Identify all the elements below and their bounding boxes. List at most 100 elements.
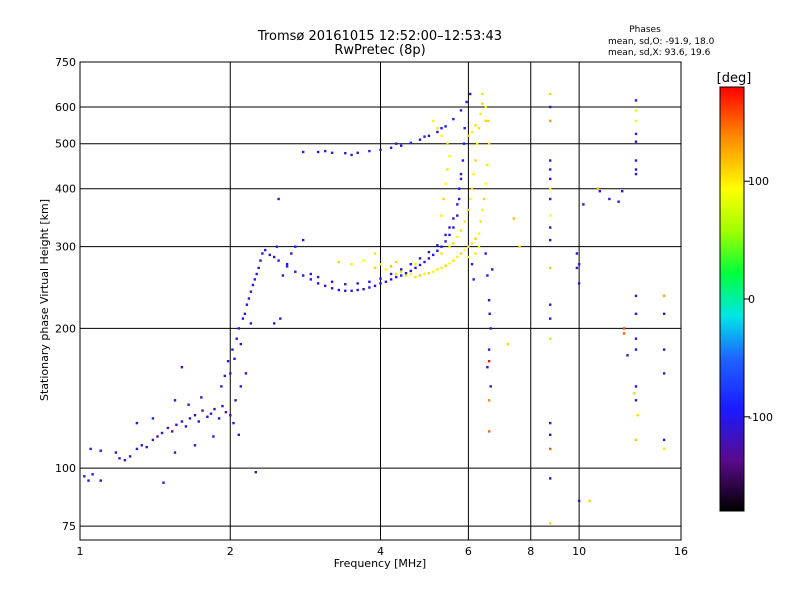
data-point: [444, 182, 447, 185]
data-point: [162, 481, 165, 484]
phases-mean-x: mean, sd,X: 93.6, 19.6: [608, 48, 711, 58]
data-point: [135, 447, 139, 451]
data-point: [474, 159, 477, 162]
data-point: [344, 289, 347, 292]
data-point: [395, 260, 398, 264]
data-point: [440, 252, 443, 255]
data-point: [549, 447, 552, 451]
data-point: [379, 282, 382, 285]
data-point: [662, 348, 666, 351]
data-point: [89, 447, 92, 451]
data-point: [577, 282, 581, 285]
data-point: [285, 263, 289, 266]
data-point: [662, 294, 666, 298]
data-point: [427, 250, 431, 254]
data-point: [446, 168, 449, 171]
data-point: [575, 252, 579, 255]
data-point: [577, 499, 581, 503]
data-point: [368, 286, 371, 289]
data-point: [459, 109, 463, 112]
data-point: [243, 312, 247, 315]
data-point: [634, 294, 638, 298]
data-point: [404, 274, 408, 277]
data-point: [634, 399, 638, 402]
data-point: [114, 451, 118, 454]
data-point: [549, 303, 552, 306]
data-point: [488, 312, 491, 315]
data-point: [87, 479, 90, 482]
data-point: [608, 197, 611, 201]
data-point: [470, 130, 474, 134]
colorbar-tick-label: -100: [748, 411, 773, 424]
data-point: [145, 445, 148, 449]
y-tick-label: 600: [55, 101, 76, 114]
data-point: [549, 177, 552, 181]
data-point: [472, 172, 475, 176]
data-point: [484, 105, 487, 109]
data-point: [160, 431, 164, 435]
data-point: [273, 255, 276, 259]
x-tick-label: 2: [227, 545, 234, 558]
data-point: [184, 425, 188, 428]
data-point: [368, 149, 371, 153]
data-point: [470, 242, 474, 245]
data-point: [481, 92, 484, 96]
data-point: [234, 399, 237, 402]
data-point: [487, 360, 491, 363]
phases-heading: Phases: [629, 25, 661, 35]
data-point: [549, 421, 552, 425]
x-tick-label: 4: [377, 545, 384, 558]
data-point: [166, 426, 170, 430]
y-tick-label: 200: [55, 322, 76, 335]
data-point: [477, 245, 481, 248]
data-point: [344, 283, 347, 286]
data-point: [479, 112, 482, 115]
data-point: [662, 438, 666, 442]
data-point: [224, 411, 228, 414]
data-point: [448, 262, 451, 265]
data-point: [486, 274, 489, 277]
data-point: [444, 125, 447, 128]
data-point: [128, 455, 132, 458]
data-point: [268, 253, 271, 257]
data-point: [400, 274, 403, 277]
data-point: [456, 203, 459, 206]
data-point: [384, 280, 388, 283]
data-point: [409, 263, 412, 266]
data-point: [193, 444, 197, 447]
data-point: [634, 337, 638, 340]
data-point: [549, 238, 552, 242]
x-tick-label: 10: [572, 545, 586, 558]
data-point: [135, 421, 139, 425]
data-point: [344, 152, 347, 155]
data-point: [257, 266, 260, 270]
data-point: [634, 168, 638, 171]
data-point: [452, 226, 455, 229]
data-point: [436, 268, 439, 271]
data-point: [598, 190, 601, 193]
data-point: [436, 130, 439, 134]
data-point: [634, 438, 638, 442]
data-point: [469, 92, 472, 96]
data-point: [368, 280, 371, 283]
data-point: [277, 259, 280, 262]
data-point: [622, 327, 626, 330]
data-point: [232, 421, 235, 425]
data-point: [634, 312, 638, 315]
data-point: [634, 132, 638, 136]
data-point: [549, 317, 552, 320]
data-point: [200, 396, 203, 399]
data-point: [469, 197, 472, 201]
data-point: [251, 283, 255, 287]
data-point: [99, 449, 102, 452]
data-point: [463, 127, 466, 130]
data-point: [452, 259, 455, 262]
data-point: [173, 399, 177, 402]
data-point: [486, 366, 489, 369]
data-point: [470, 187, 474, 190]
data-point: [249, 322, 253, 325]
data-point: [662, 447, 666, 451]
data-point: [384, 268, 388, 271]
y-tick-label: 100: [55, 462, 76, 475]
data-point: [467, 255, 470, 259]
